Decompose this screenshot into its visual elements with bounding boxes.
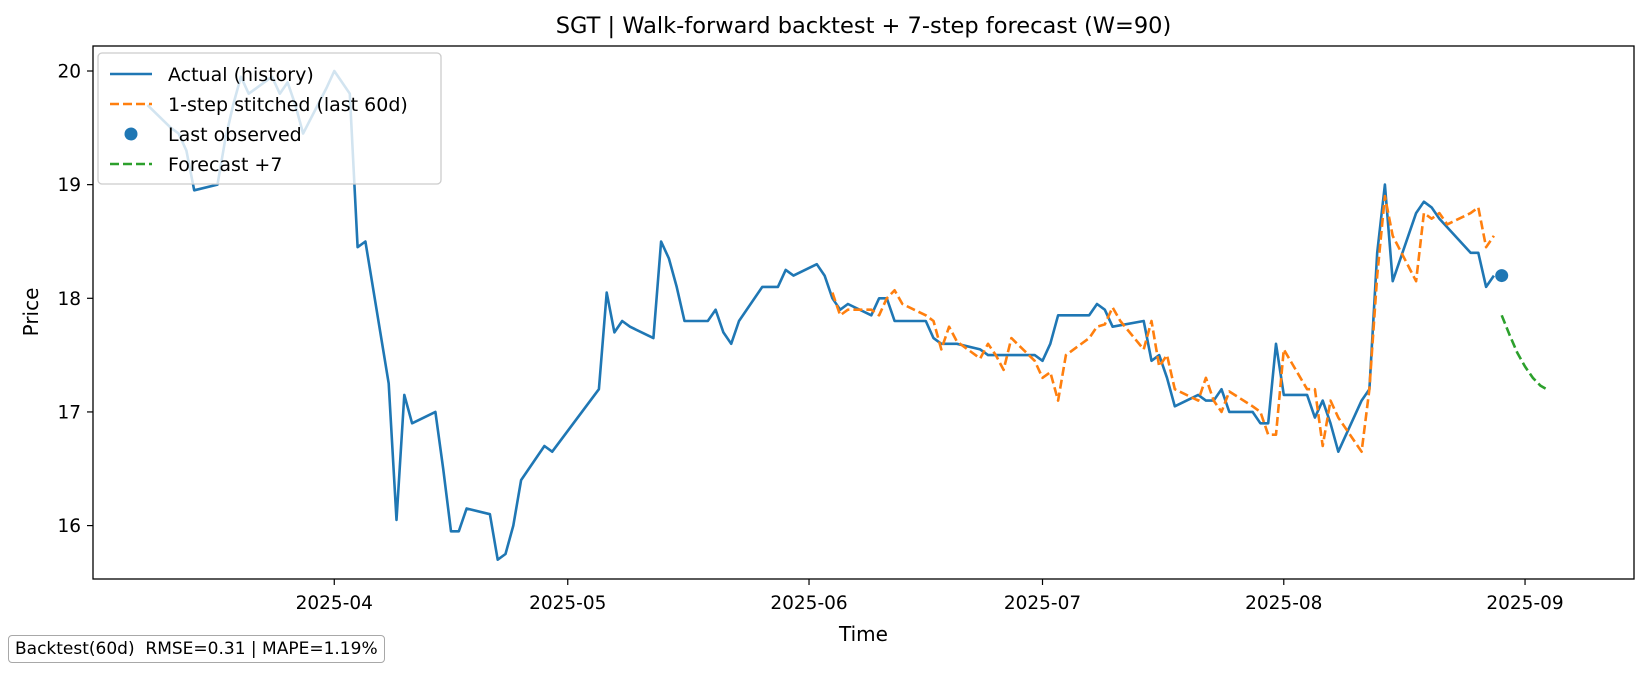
legend-label: Forecast +7 bbox=[168, 154, 282, 176]
x-tick-label: 2025-04 bbox=[296, 593, 373, 614]
legend: Actual (history) 1-step stitched (last 60… bbox=[97, 52, 442, 185]
x-axis: 2025-04 2025-05 2025-06 2025-07 2025-08 2025-… bbox=[296, 579, 1564, 614]
chart-title: SGT | Walk-forward backtest + 7-step for… bbox=[556, 13, 1171, 39]
x-tick-label: 2025-08 bbox=[1245, 593, 1322, 614]
series-line-1-step-stitched-last-60d bbox=[831, 194, 1495, 454]
last-observed-marker bbox=[1495, 269, 1509, 283]
legend-label: Actual (history) bbox=[168, 64, 314, 86]
x-tick-label: 2025-09 bbox=[1486, 593, 1563, 614]
legend-label: 1-step stitched (last 60d) bbox=[168, 94, 408, 116]
legend-label: Last observed bbox=[168, 124, 302, 146]
legend-frame bbox=[97, 52, 442, 185]
series-line-forecast-7 bbox=[1500, 314, 1550, 392]
plot-frame bbox=[92, 45, 1635, 580]
legend-swatch bbox=[124, 127, 138, 141]
y-axis: 16 17 18 19 20 bbox=[57, 62, 93, 537]
metrics-summary: Backtest(60d) RMSE=0.31 | MAPE=1.19% bbox=[8, 635, 385, 663]
y-axis-label: Price bbox=[19, 288, 43, 337]
x-tick-label: 2025-06 bbox=[770, 593, 847, 614]
x-axis-label: Time bbox=[838, 622, 888, 646]
y-tick-label: 18 bbox=[57, 289, 81, 310]
x-tick-label: 2025-05 bbox=[529, 593, 606, 614]
y-tick-label: 20 bbox=[57, 62, 81, 83]
y-tick-label: 19 bbox=[57, 175, 81, 196]
x-tick-label: 2025-07 bbox=[1004, 593, 1081, 614]
y-tick-label: 16 bbox=[57, 516, 81, 537]
y-tick-label: 17 bbox=[57, 402, 81, 423]
